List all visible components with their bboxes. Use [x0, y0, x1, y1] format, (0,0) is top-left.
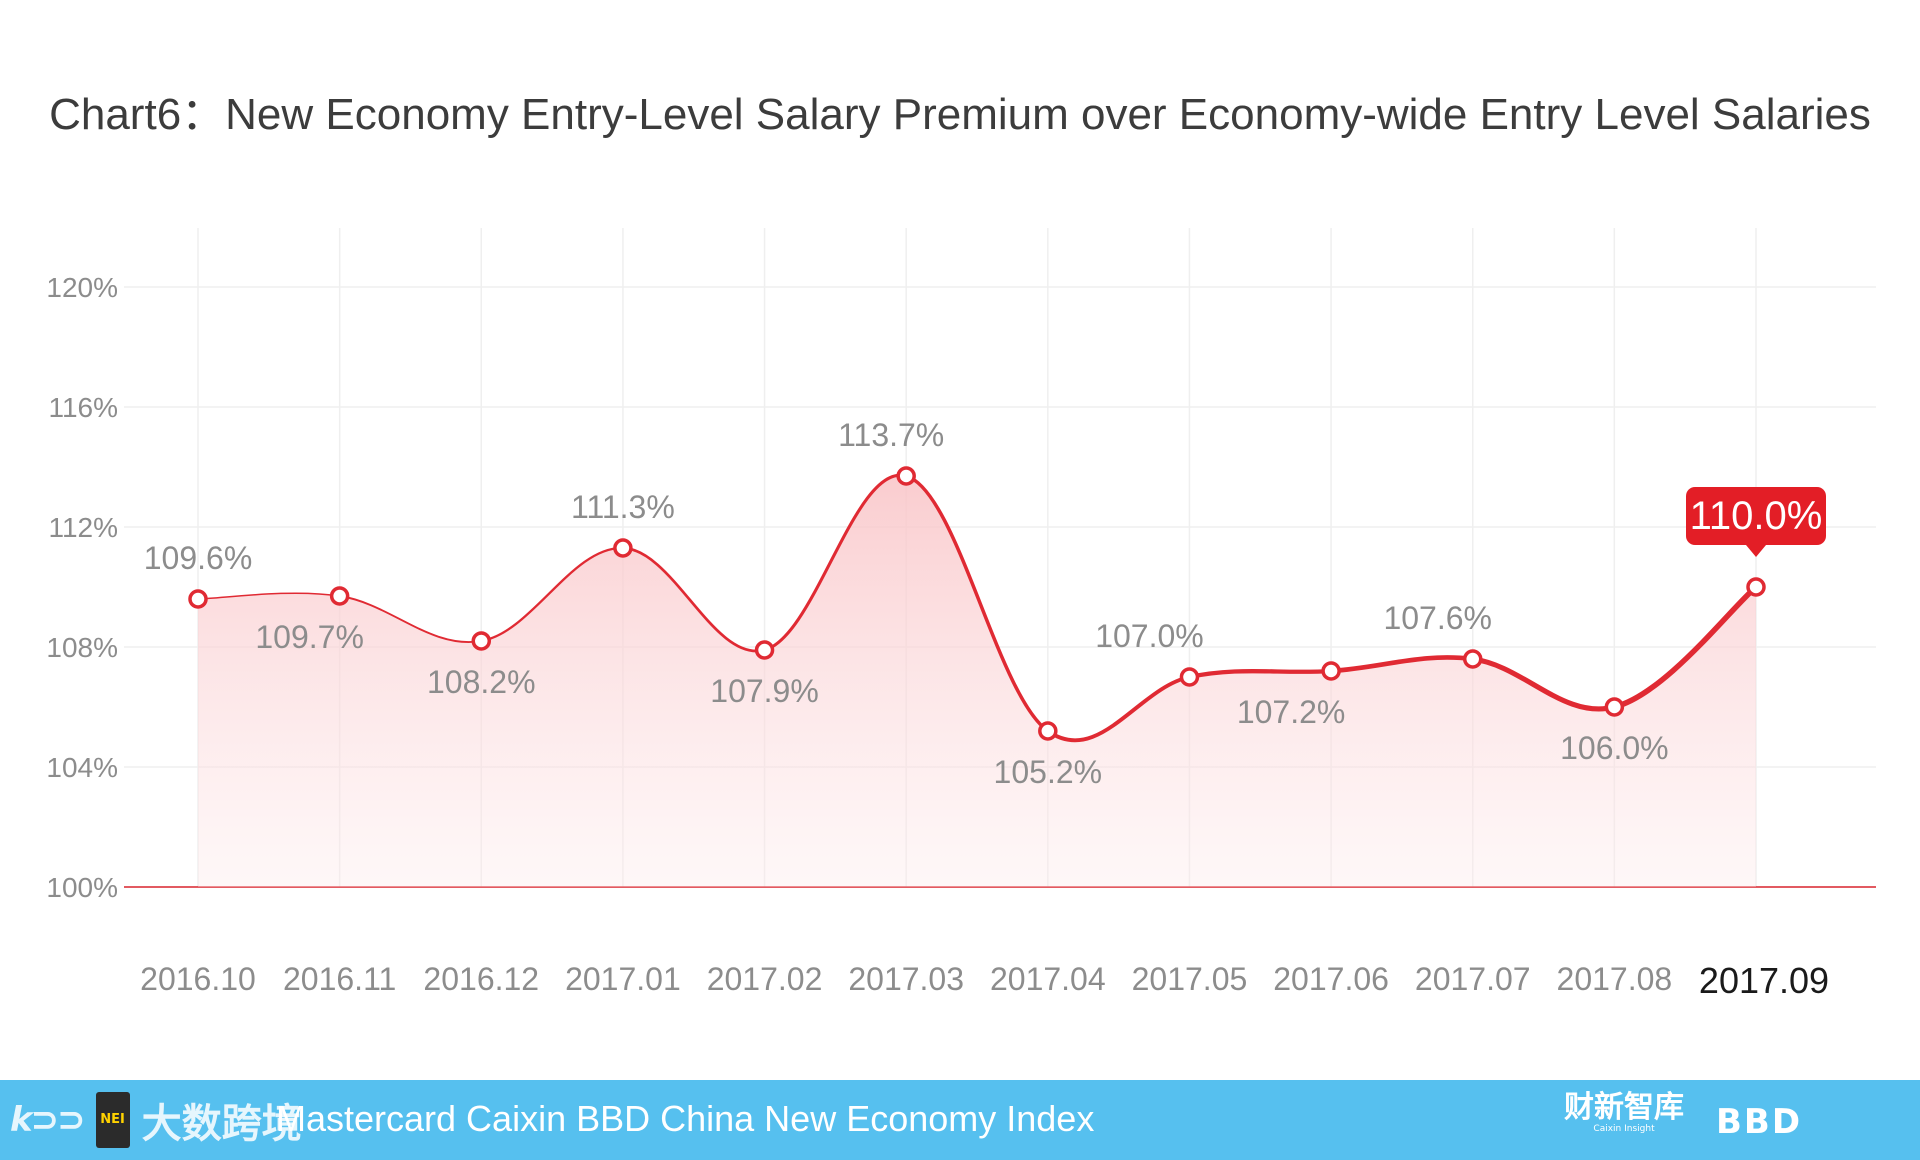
- y-axis-ticks: 100% 104% 108% 112% 116% 120%: [46, 272, 118, 903]
- y-tick-label: 112%: [48, 512, 118, 543]
- x-tick-label: 2017.09: [1699, 960, 1829, 1001]
- data-label: 107.6%: [1383, 600, 1492, 636]
- series-line-segment: [762, 473, 908, 652]
- data-label: 105.2%: [994, 754, 1103, 790]
- highlight-label: 110.0%: [1690, 494, 1823, 538]
- data-labels: 109.6% 109.7% 108.2% 111.3% 107.9% 113.7% 105.…: [144, 417, 1826, 790]
- highlight-callout: 110.0%: [1686, 487, 1826, 557]
- data-points: [188, 466, 1766, 741]
- x-tick-label: 2017.05: [1132, 961, 1248, 997]
- series-line-segment: [1611, 584, 1759, 710]
- data-label: 107.0%: [1095, 618, 1204, 654]
- area-fill: [198, 475, 1756, 887]
- data-point: [329, 586, 350, 606]
- data-point: [1179, 667, 1200, 687]
- x-tick-label: 2017.07: [1415, 961, 1531, 997]
- x-tick-label: 2017.04: [990, 961, 1106, 997]
- data-point: [188, 589, 208, 609]
- data-label: 107.2%: [1237, 694, 1346, 730]
- series-line-segment: [480, 546, 625, 643]
- data-point: [1746, 577, 1766, 597]
- data-point: [471, 631, 492, 651]
- y-tick-label: 104%: [46, 752, 118, 783]
- data-label: 108.2%: [427, 664, 536, 700]
- chart-title: Chart6：New Economy Entry-Level Salary Pr…: [49, 90, 1871, 139]
- data-label: 113.7%: [838, 417, 944, 453]
- x-tick-label: 2016.11: [283, 961, 396, 997]
- series-line-segment: [197, 592, 341, 600]
- watermark: k⊃⊃ NEI 大数跨境: [10, 1092, 302, 1148]
- series-line-segment: [1470, 656, 1617, 712]
- x-tick-label: 2017.08: [1557, 961, 1673, 997]
- data-point: [1604, 697, 1625, 717]
- data-point: [1462, 649, 1483, 669]
- data-point: [896, 466, 916, 486]
- y-tick-label: 108%: [46, 632, 118, 663]
- series-line-segment: [904, 474, 1050, 733]
- x-tick-label: 2017.01: [565, 961, 681, 997]
- footer-bar: k⊃⊃ NEI 大数跨境 Mastercard Caixin BBD China…: [0, 1080, 1920, 1160]
- watermark-text: 大数跨境: [141, 1101, 302, 1147]
- x-tick-label: 2017.03: [848, 961, 964, 997]
- series-line-layer: [197, 473, 1759, 743]
- index-name: Mastercard Caixin BBD China New Economy …: [276, 1098, 1095, 1139]
- data-label: 109.6%: [144, 540, 253, 576]
- data-label: 111.3%: [571, 489, 675, 525]
- x-tick-label: 2017.02: [707, 961, 823, 997]
- y-tick-label: 100%: [46, 872, 118, 903]
- data-point: [1038, 721, 1058, 741]
- nei-badge: NEI: [95, 1092, 130, 1148]
- bbd-logo: BBD: [1716, 1102, 1803, 1142]
- x-tick-label: 2017.06: [1273, 961, 1389, 997]
- y-tick-label: 116%: [48, 392, 118, 423]
- x-tick-label: 2016.10: [140, 961, 256, 997]
- data-point: [754, 640, 775, 660]
- series-line-segment: [338, 595, 483, 644]
- y-tick-label: 120%: [46, 272, 118, 303]
- x-axis-ticks: 2016.10 2016.11 2016.12 2017.01 2017.02 2017.…: [140, 960, 1829, 1001]
- x-tick-label: 2016.12: [423, 961, 539, 997]
- data-label: 106.0%: [1560, 730, 1669, 766]
- series-line-segment: [1187, 668, 1334, 680]
- data-point: [1321, 661, 1341, 681]
- series-line-segment: [1328, 655, 1476, 674]
- series-line-segment: [621, 546, 766, 653]
- watermark-logo: k⊃⊃: [10, 1100, 86, 1140]
- chart-plot-area: 100% 104% 108% 112% 116% 120% 109.6% 109.7% 108…: [46, 228, 1876, 1001]
- data-label: 107.9%: [710, 673, 819, 709]
- data-label: 109.7%: [255, 619, 364, 655]
- series-line-segment: [1045, 675, 1192, 743]
- caixin-insight-logo: 财新智库 Caixin Insight: [1564, 1090, 1684, 1135]
- area-fill-layer: [198, 475, 1756, 887]
- data-point: [613, 538, 633, 558]
